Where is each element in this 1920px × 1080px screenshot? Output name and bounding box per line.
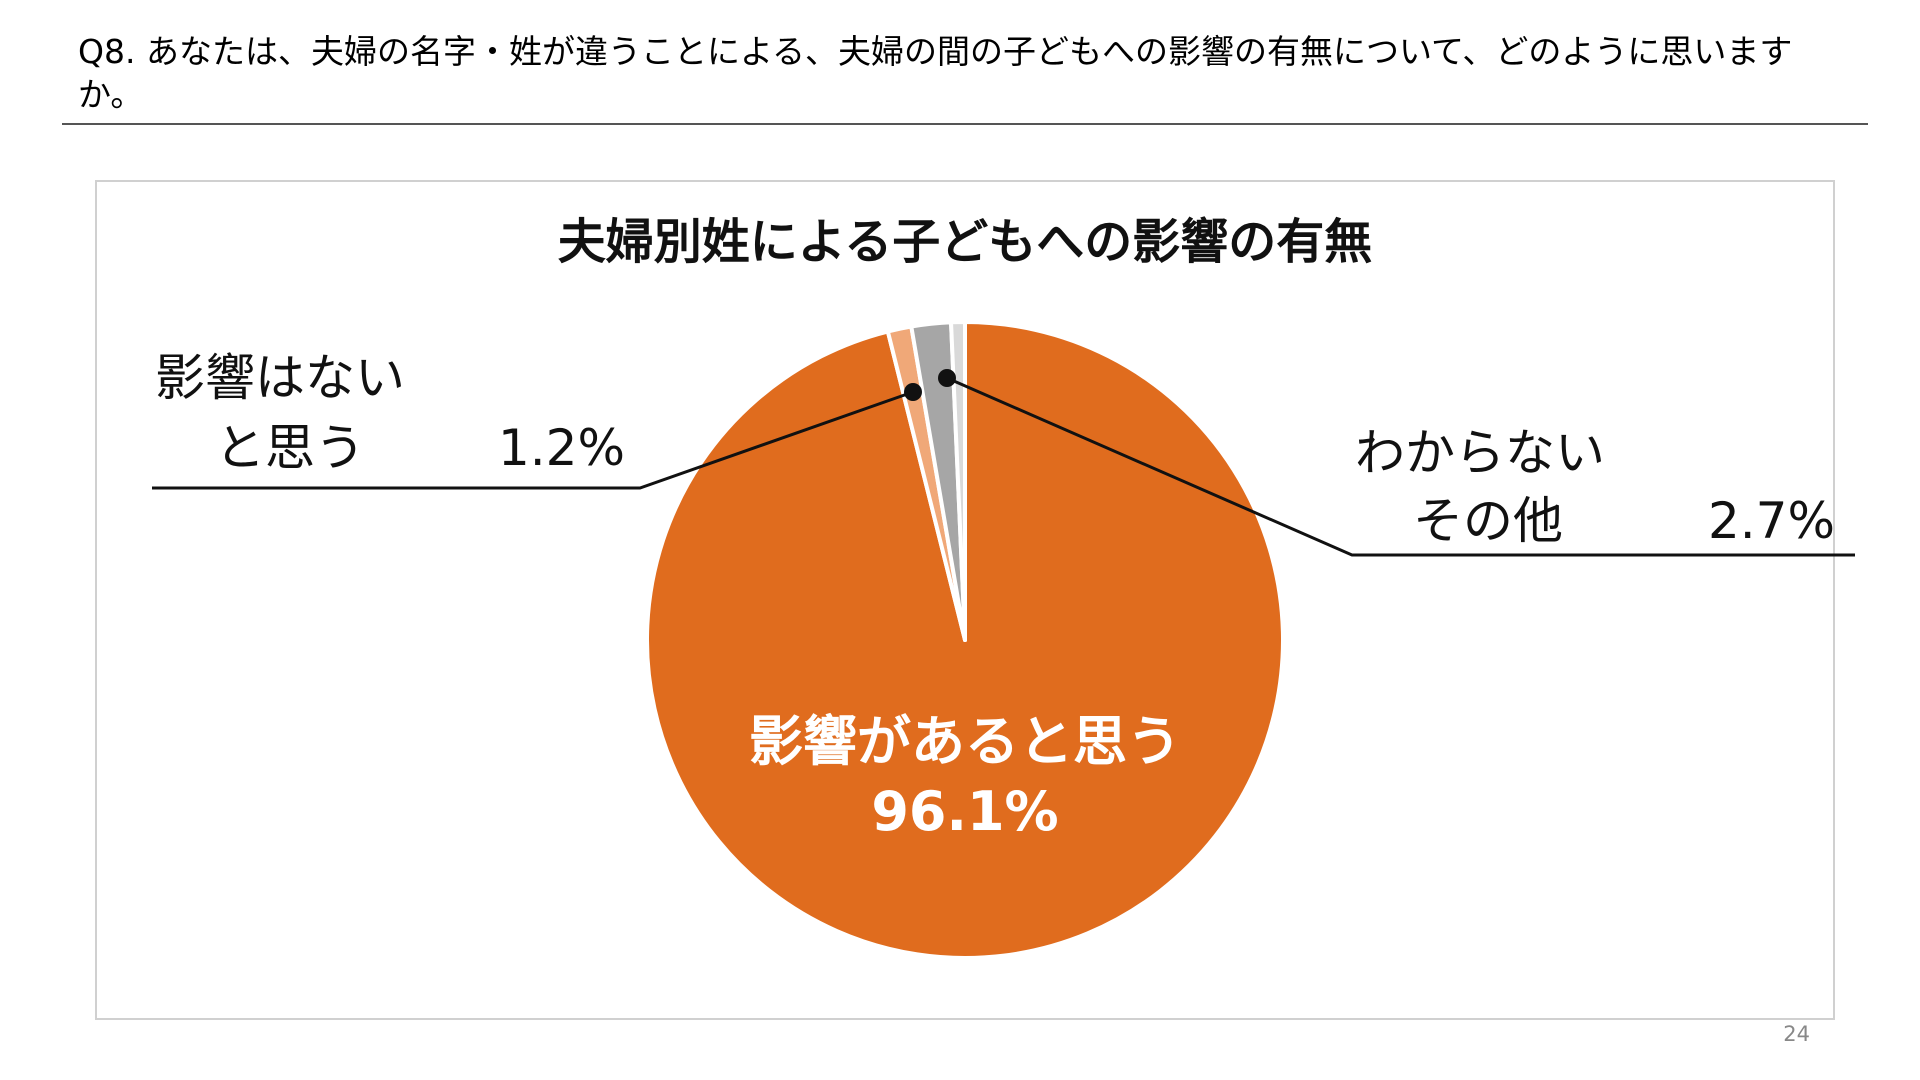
label-yes-line1: 影響があると思う (749, 710, 1181, 773)
leader-dot-no-effect (904, 383, 922, 401)
leader-dot-unknown-other (938, 369, 956, 387)
label-no-effect-line1: 影響はない (155, 349, 405, 407)
label-yes-value: 96.1% (871, 780, 1058, 843)
page-number: 24 (1783, 1022, 1810, 1046)
question-text: Q8. あなたは、夫婦の名字・姓が違うことによる、夫婦の間の子どもへの影響の有無… (78, 32, 1793, 114)
pie-slice-3 (949, 320, 967, 642)
label-no-effect-line2: と思う (215, 419, 365, 477)
leader-line-unknown-other (946, 376, 1855, 557)
label-other-line2: その他 (1413, 492, 1563, 550)
question-divider (62, 123, 1868, 125)
label-unknown-line1: わからない (1355, 424, 1605, 482)
pie-slices (645, 320, 1285, 960)
chart-title: 夫婦別姓による子どもへの影響の有無 (558, 214, 1373, 270)
label-unknown-other-value: 2.7% (1708, 492, 1835, 550)
leader-line-no-effect (152, 390, 914, 490)
label-no-effect-value: 1.2% (498, 419, 625, 477)
chart-frame (95, 180, 1835, 1020)
